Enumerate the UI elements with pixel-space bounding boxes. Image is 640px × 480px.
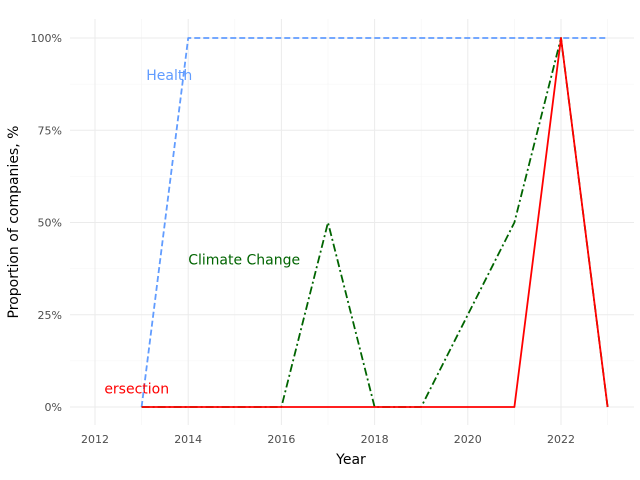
y-tick-label: 0% <box>45 401 62 414</box>
y-axis-ticks: 0% 25% 50% 75% 100% <box>31 32 62 414</box>
y-tick-label: 25% <box>38 309 62 322</box>
x-tick-label: 2016 <box>267 433 295 446</box>
series-line-intersection <box>141 37 609 408</box>
y-tick-label: 100% <box>31 32 62 45</box>
y-tick-label: 75% <box>38 124 62 137</box>
x-axis-ticks: 2012 2014 2016 2018 2020 2022 <box>81 433 575 446</box>
x-axis-title: Year <box>335 452 366 468</box>
x-tick-label: 2020 <box>454 433 482 446</box>
y-tick-label: 50% <box>38 217 62 230</box>
x-tick-label: 2022 <box>547 433 575 446</box>
series-labels: Health Climate Change ersection <box>104 68 300 398</box>
series-label-health: Health <box>146 68 192 84</box>
series-label-climate-change: Climate Change <box>188 252 300 268</box>
x-tick-label: 2014 <box>174 433 202 446</box>
series-label-intersection: ersection <box>104 382 169 398</box>
x-tick-label: 2018 <box>361 433 389 446</box>
series-line-health <box>140 37 608 408</box>
series-line-climate-change <box>141 37 609 408</box>
x-tick-label: 2012 <box>81 433 109 446</box>
series-lines <box>140 37 609 408</box>
y-axis-title: Proportion of companies, % <box>6 126 22 319</box>
